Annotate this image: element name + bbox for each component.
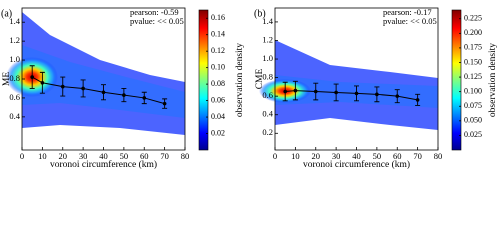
x-tick-label: 30 bbox=[332, 151, 341, 161]
mean-point bbox=[60, 84, 65, 89]
mean-point bbox=[101, 90, 106, 95]
x-tick-label: 0 bbox=[20, 151, 24, 161]
colorbar-tick-label: 0.14 bbox=[211, 30, 225, 39]
colorbar-tick-label: 0.100 bbox=[464, 86, 482, 95]
x-tick-label: 40 bbox=[99, 151, 108, 161]
x-tick-label: 0 bbox=[273, 151, 277, 161]
annotation: pvalue: << 0.05 bbox=[383, 16, 437, 26]
mean-point bbox=[415, 98, 420, 102]
x-tick-label: 80 bbox=[181, 151, 190, 161]
y-axis-label: ME bbox=[2, 72, 12, 86]
colorbar bbox=[451, 9, 462, 151]
mean-point bbox=[354, 91, 359, 96]
colorbar-tick-label: 0.075 bbox=[464, 101, 482, 110]
colorbar-tick-label: 0.175 bbox=[464, 43, 482, 52]
x-tick-label: 70 bbox=[160, 151, 169, 161]
x-tick-label: 80 bbox=[434, 151, 443, 161]
y-tick-label: 1.4 bbox=[262, 16, 273, 26]
x-tick-label: 10 bbox=[291, 151, 300, 161]
mean-point bbox=[142, 96, 147, 100]
x-tick-label: 20 bbox=[59, 151, 68, 161]
annotation: pearson: -0.17 bbox=[383, 7, 432, 17]
page: (a) 0 10 20 30 40 50 60 70 80 0.4 0.6 0.8 1.0 1.2 1.4 vo… bbox=[1, 6, 499, 171]
x-tick-label: 50 bbox=[373, 151, 382, 161]
x-tick-label: 60 bbox=[140, 151, 149, 161]
colorbar-tick-label: 0.125 bbox=[464, 72, 482, 81]
colorbar-tick-label: 0.200 bbox=[464, 28, 482, 37]
mean-point bbox=[334, 90, 338, 95]
x-tick-label: 10 bbox=[38, 151, 47, 161]
colorbar-tick-label: 0.16 bbox=[211, 13, 225, 22]
colorbar-tick-label: 0.02 bbox=[211, 128, 225, 137]
colorbar-tick-label: 0.08 bbox=[211, 79, 225, 88]
mean-point bbox=[30, 75, 34, 79]
density-cloud-b bbox=[259, 40, 438, 130]
mean-line bbox=[31, 76, 165, 105]
y-tick-label: 0.8 bbox=[262, 72, 273, 82]
mean-line bbox=[285, 90, 418, 101]
colorbar-label: observation density bbox=[235, 43, 245, 117]
colorbar-tick-label: 0.04 bbox=[211, 112, 225, 121]
y-tick-label: 0.6 bbox=[262, 90, 273, 100]
y-tick-label: 1.2 bbox=[262, 34, 273, 44]
mean-point bbox=[122, 93, 126, 97]
colorbar bbox=[198, 9, 209, 151]
colorbar-tick-label: 0.06 bbox=[211, 95, 225, 104]
mean-point bbox=[40, 80, 45, 85]
mean-point bbox=[293, 88, 298, 93]
y-tick-label: 1.0 bbox=[9, 54, 20, 64]
mean-point bbox=[81, 86, 85, 91]
mean-point bbox=[283, 89, 287, 94]
colorbar-tick-label: 0.025 bbox=[464, 130, 482, 139]
mean-point bbox=[313, 89, 318, 94]
panel-label: (a) bbox=[1, 8, 12, 19]
colorbar-tick-label: 0.12 bbox=[211, 46, 225, 55]
annotation: pvalue: << 0.05 bbox=[130, 16, 184, 26]
y-axis-label: CME bbox=[255, 69, 265, 90]
x-tick-label: 40 bbox=[352, 151, 361, 161]
mean-point bbox=[162, 101, 167, 106]
density-cloud-a bbox=[6, 12, 185, 135]
colorbar-tick-label: 0.10 bbox=[211, 62, 225, 71]
colorbar-tick-label: 0.225 bbox=[464, 14, 482, 23]
figure: (a) 0 10 20 30 40 50 60 70 80 0.4 0.6 0.8 1.0 1.2 1.4 vo… bbox=[1, 7, 498, 170]
colorbar-tick-label: 0.050 bbox=[464, 116, 482, 125]
x-axis-label: voronoi circumference (km) bbox=[50, 159, 157, 170]
x-tick-label: 60 bbox=[393, 151, 402, 161]
x-tick-label: 30 bbox=[79, 151, 88, 161]
y-tick-label: 0.4 bbox=[9, 111, 20, 121]
y-tick-label: 0.2 bbox=[262, 127, 273, 137]
annotation: pearson: -0.59 bbox=[130, 7, 179, 17]
x-tick-label: 70 bbox=[413, 151, 422, 161]
mean-point bbox=[395, 94, 400, 98]
y-tick-label: 1.0 bbox=[262, 53, 273, 63]
x-axis-label: voronoi circumference (km) bbox=[303, 159, 410, 170]
colorbar-label: observation density bbox=[488, 43, 498, 117]
y-tick-label: 1.2 bbox=[9, 35, 20, 45]
y-tick-label: 1.4 bbox=[9, 16, 20, 26]
y-tick-label: 0.4 bbox=[262, 109, 273, 119]
y-tick-label: 0.8 bbox=[9, 73, 20, 83]
x-tick-label: 50 bbox=[120, 151, 129, 161]
panel-label: (b) bbox=[254, 8, 266, 19]
y-tick-label: 0.6 bbox=[9, 92, 20, 102]
x-tick-label: 20 bbox=[312, 151, 321, 161]
colorbar-tick-label: 0.150 bbox=[464, 57, 482, 66]
mean-point bbox=[375, 92, 379, 97]
